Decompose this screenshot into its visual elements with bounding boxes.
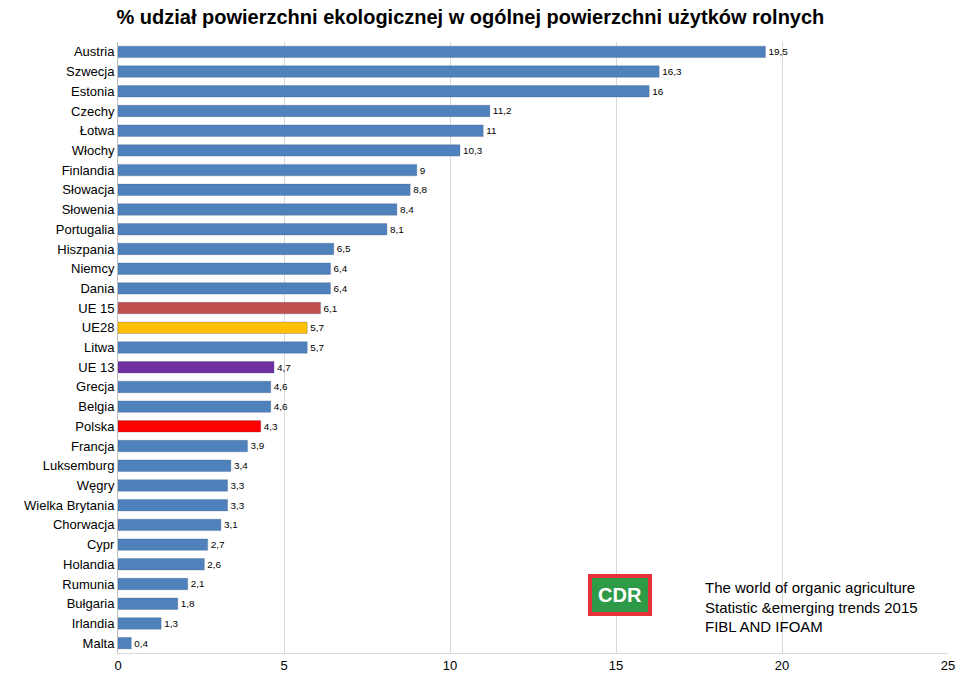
svg-text:Portugalia: Portugalia (56, 222, 115, 237)
svg-text:Czechy: Czechy (71, 104, 115, 119)
svg-text:Estonia: Estonia (71, 84, 115, 99)
svg-text:UE28: UE28 (82, 320, 115, 335)
svg-text:Włochy: Włochy (72, 143, 115, 158)
svg-text:Finlandia: Finlandia (62, 163, 116, 178)
svg-text:Holandia: Holandia (63, 557, 115, 572)
svg-text:5,7: 5,7 (310, 322, 324, 333)
svg-text:Szwecja: Szwecja (66, 64, 115, 79)
svg-text:11: 11 (486, 125, 497, 136)
svg-text:Polska: Polska (75, 419, 115, 434)
svg-text:CDR: CDR (598, 584, 642, 606)
svg-text:Litwa: Litwa (84, 340, 115, 355)
svg-text:6,5: 6,5 (337, 243, 351, 254)
svg-text:Rumunia: Rumunia (62, 577, 115, 592)
svg-text:Hiszpania: Hiszpania (57, 242, 115, 257)
svg-text:8,4: 8,4 (400, 204, 414, 215)
svg-text:4,3: 4,3 (264, 421, 278, 432)
svg-text:1,3: 1,3 (164, 618, 178, 629)
svg-text:UE 13: UE 13 (78, 360, 114, 375)
svg-text:6,1: 6,1 (324, 303, 338, 314)
svg-text:% udział powierzchni ekologicz: % udział powierzchni ekologicznej w ogól… (116, 6, 824, 28)
svg-text:Wielka Brytania: Wielka Brytania (24, 498, 115, 513)
svg-text:Austria: Austria (74, 44, 115, 59)
svg-text:Belgia: Belgia (78, 399, 115, 414)
svg-text:10: 10 (443, 658, 457, 673)
svg-text:1,8: 1,8 (181, 598, 195, 609)
svg-text:UE 15: UE 15 (78, 301, 114, 316)
svg-text:4,6: 4,6 (274, 401, 288, 412)
svg-text:8,8: 8,8 (413, 184, 427, 195)
svg-text:15: 15 (609, 658, 623, 673)
svg-text:Łotwa: Łotwa (80, 123, 115, 138)
svg-text:5: 5 (280, 658, 287, 673)
svg-text:Chorwacja: Chorwacja (53, 517, 115, 532)
svg-text:6,4: 6,4 (333, 263, 347, 274)
svg-text:The world of organic agricultu: The world of organic agricultureStatisti… (705, 579, 918, 635)
svg-text:Francja: Francja (71, 439, 115, 454)
svg-text:0: 0 (114, 658, 121, 673)
svg-text:2,7: 2,7 (211, 539, 225, 550)
svg-text:4,7: 4,7 (277, 362, 291, 373)
svg-text:2,1: 2,1 (191, 578, 205, 589)
svg-text:5,7: 5,7 (310, 342, 324, 353)
svg-text:Słowacja: Słowacja (62, 182, 115, 197)
svg-text:3,4: 3,4 (234, 460, 248, 471)
svg-text:Węgry: Węgry (77, 478, 115, 493)
svg-text:16,3: 16,3 (662, 66, 682, 77)
svg-text:25: 25 (941, 658, 955, 673)
svg-text:16: 16 (652, 86, 664, 97)
svg-text:Bułgaria: Bułgaria (67, 596, 115, 611)
svg-text:Dania: Dania (80, 281, 115, 296)
svg-text:Irlandia: Irlandia (72, 616, 115, 631)
svg-text:4,6: 4,6 (274, 381, 288, 392)
svg-text:3,3: 3,3 (231, 480, 245, 491)
svg-text:8,1: 8,1 (390, 224, 404, 235)
svg-text:Malta: Malta (83, 636, 116, 651)
svg-text:19,5: 19,5 (768, 46, 788, 57)
svg-text:9: 9 (420, 165, 426, 176)
svg-text:3,1: 3,1 (224, 519, 238, 530)
svg-text:2,6: 2,6 (207, 559, 221, 570)
svg-text:20: 20 (775, 658, 789, 673)
svg-text:10,3: 10,3 (463, 145, 483, 156)
svg-text:0,4: 0,4 (134, 638, 148, 649)
svg-text:Niemcy: Niemcy (71, 261, 115, 276)
svg-text:3,9: 3,9 (250, 440, 264, 451)
svg-text:Luksemburg: Luksemburg (43, 458, 115, 473)
svg-text:6,4: 6,4 (333, 283, 347, 294)
svg-text:11,2: 11,2 (493, 105, 512, 116)
svg-text:Słowenia: Słowenia (62, 202, 116, 217)
svg-text:Cypr: Cypr (87, 537, 115, 552)
svg-text:3,3: 3,3 (231, 500, 245, 511)
svg-text:Grecja: Grecja (76, 379, 115, 394)
